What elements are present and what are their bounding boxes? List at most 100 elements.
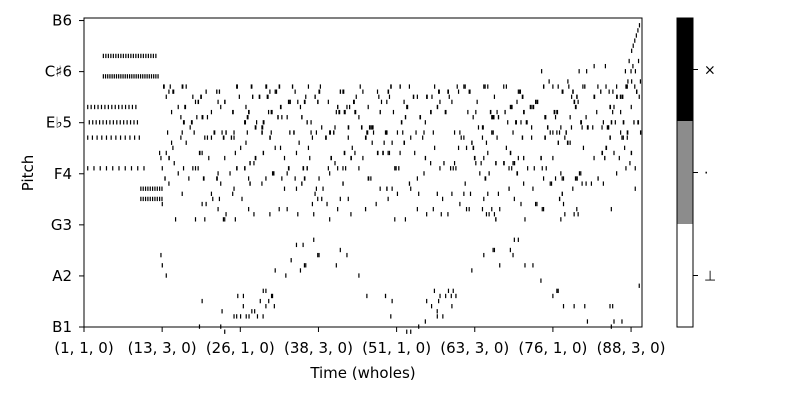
note	[535, 99, 537, 105]
note	[147, 53, 149, 59]
note	[256, 314, 259, 319]
note	[160, 252, 162, 258]
note	[566, 140, 569, 145]
note	[310, 130, 312, 135]
note	[273, 171, 275, 176]
note	[637, 58, 640, 64]
note	[261, 125, 264, 130]
note	[404, 217, 407, 222]
note	[569, 140, 571, 145]
note	[622, 135, 624, 140]
note	[112, 166, 114, 171]
note	[372, 130, 375, 135]
note	[549, 130, 551, 135]
note	[513, 237, 515, 242]
note	[102, 53, 104, 59]
note	[174, 217, 177, 222]
note	[464, 181, 466, 186]
note	[442, 196, 444, 202]
note	[471, 140, 473, 145]
note	[493, 94, 496, 99]
note	[124, 104, 127, 110]
note	[358, 166, 360, 171]
note	[391, 186, 393, 191]
note	[582, 84, 584, 89]
note	[220, 181, 222, 186]
note	[104, 74, 107, 79]
note	[592, 125, 594, 130]
note	[375, 201, 377, 207]
x-tick-label: (1, 1, 0)	[54, 339, 113, 357]
note	[110, 135, 112, 140]
note	[265, 176, 267, 181]
note	[107, 74, 109, 79]
note	[134, 135, 136, 140]
note	[540, 278, 542, 283]
note	[159, 186, 161, 191]
note	[479, 171, 481, 176]
note	[291, 84, 294, 89]
note	[433, 288, 436, 294]
note	[90, 104, 92, 110]
note	[244, 166, 246, 171]
colorbar-label: ×	[704, 63, 716, 79]
note	[398, 166, 400, 171]
note	[621, 135, 623, 140]
note	[126, 74, 129, 79]
note	[584, 84, 586, 89]
note	[159, 150, 161, 156]
note	[124, 135, 126, 140]
note	[612, 89, 614, 94]
note	[410, 135, 412, 140]
note	[415, 130, 417, 135]
note	[630, 69, 632, 74]
note	[533, 166, 535, 171]
note	[580, 120, 583, 125]
note	[156, 186, 158, 191]
x-tick-label: (88, 3, 0)	[597, 339, 666, 357]
note	[545, 166, 547, 171]
note	[569, 115, 571, 120]
note	[200, 94, 202, 99]
note	[118, 166, 120, 171]
note	[159, 196, 161, 202]
note	[403, 140, 406, 145]
note	[202, 176, 205, 181]
note	[151, 196, 154, 202]
note	[122, 53, 124, 59]
note	[354, 109, 357, 115]
note	[358, 115, 360, 120]
note	[638, 94, 640, 99]
note	[513, 161, 516, 166]
note	[387, 196, 389, 202]
note	[597, 176, 599, 181]
note	[634, 186, 636, 191]
note	[552, 155, 554, 161]
note	[132, 53, 134, 59]
note	[100, 104, 103, 110]
note	[234, 150, 236, 156]
note	[317, 252, 319, 258]
note	[630, 104, 632, 110]
note	[193, 130, 195, 135]
note	[140, 53, 142, 59]
note	[181, 130, 183, 135]
note	[562, 201, 565, 207]
note	[167, 130, 169, 135]
note	[254, 309, 256, 314]
note	[311, 135, 314, 140]
note	[119, 135, 122, 140]
note	[270, 109, 273, 115]
note	[120, 53, 122, 59]
note	[440, 212, 442, 217]
note	[540, 155, 542, 161]
note	[608, 89, 610, 94]
note	[306, 166, 308, 171]
note	[515, 120, 517, 125]
note	[270, 130, 272, 135]
note	[481, 125, 484, 130]
note	[562, 176, 565, 181]
note	[250, 84, 253, 89]
note	[140, 186, 142, 191]
note	[391, 298, 393, 304]
